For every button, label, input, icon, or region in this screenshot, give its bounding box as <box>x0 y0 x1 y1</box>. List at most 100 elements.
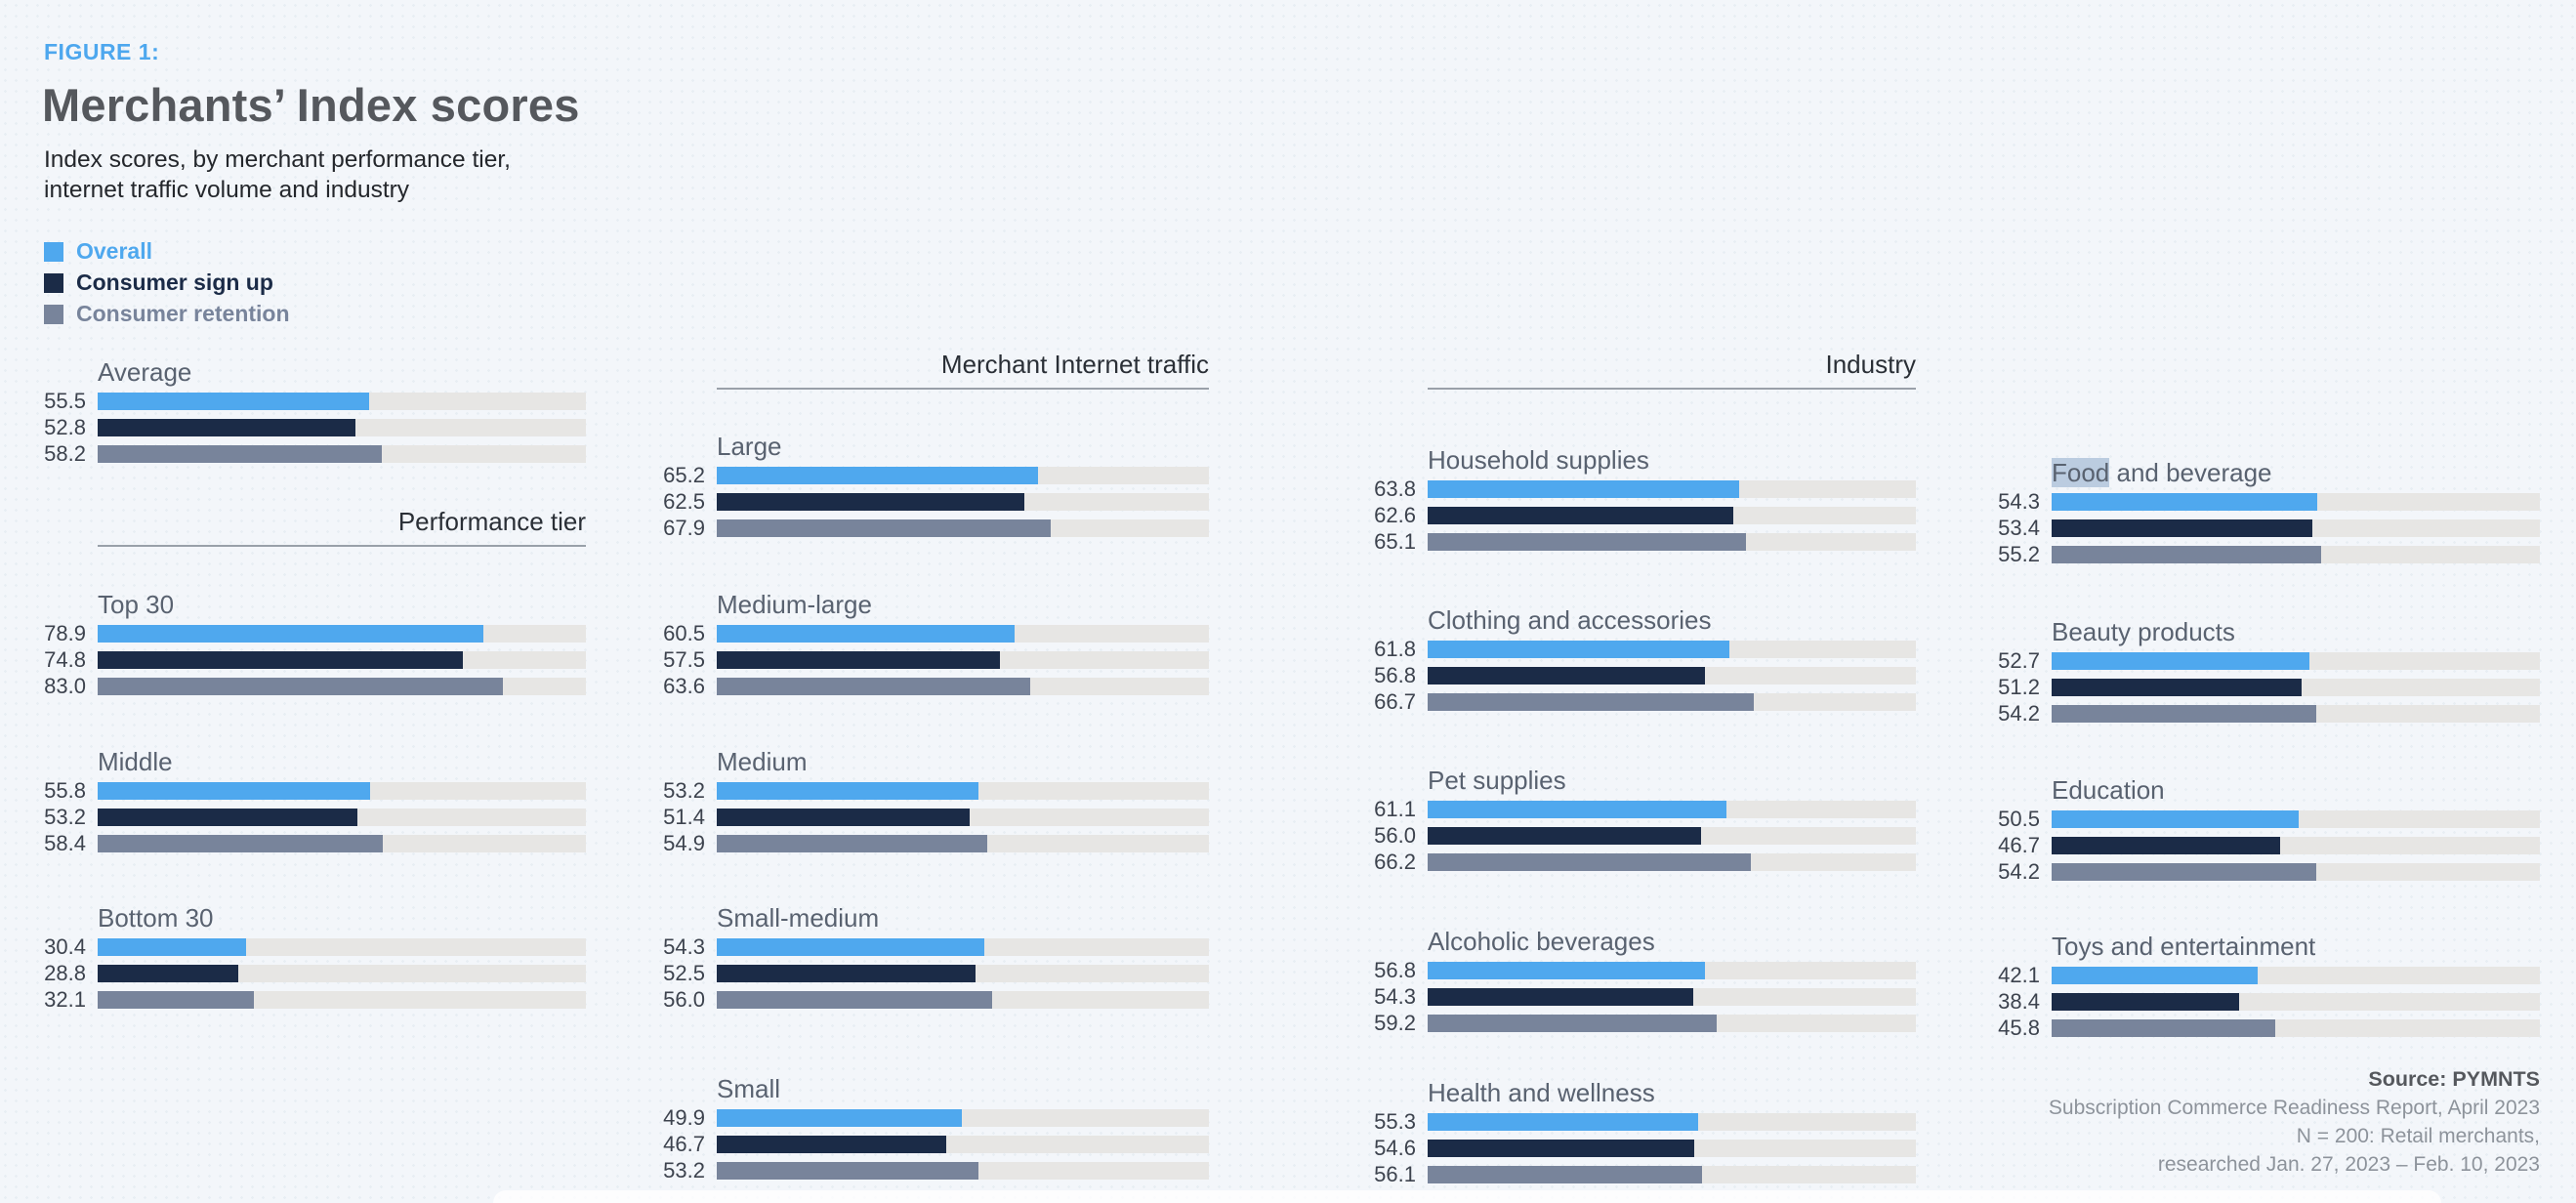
bar-track: 58.4 <box>44 833 586 854</box>
bar-track: 58.2 <box>44 443 586 465</box>
bar-track: 63.6 <box>663 676 1209 697</box>
section-health-and-wellness: Health and wellness 55.3 54.6 56.1 <box>1374 1078 1916 1192</box>
bar-value: 52.5 <box>663 961 705 985</box>
bar-fill-consumer-sign-up <box>98 965 238 982</box>
bar-value: 57.5 <box>663 647 705 672</box>
section-food-and-beverage: Food and beverage 54.3 53.4 55.2 <box>1998 458 2540 572</box>
bottom-card-edge <box>493 1190 2441 1203</box>
section-title: Food and beverage <box>2052 458 2272 487</box>
bar-track: 50.5 <box>1998 809 2540 830</box>
bar-value: 62.6 <box>1374 503 1416 527</box>
bar-fill-overall <box>98 393 369 410</box>
source-line: researched Jan. 27, 2023 – Feb. 10, 2023 <box>2157 1153 2540 1176</box>
bar-fill-overall <box>1428 480 1739 498</box>
bar-value: 32.1 <box>44 987 86 1012</box>
bar-fill-consumer-sign-up <box>1428 507 1733 524</box>
bar-track: 66.7 <box>1374 691 1916 713</box>
bar-value: 50.5 <box>1998 807 2040 831</box>
bar-fill-overall <box>717 625 1015 643</box>
bar-track: 54.3 <box>1998 491 2540 513</box>
bar-value: 30.4 <box>44 934 86 959</box>
bar-fill-overall <box>717 467 1038 484</box>
bar-track: 63.8 <box>1374 478 1916 500</box>
section-beauty-products: Beauty products 52.7 51.2 54.2 <box>1998 617 2540 731</box>
bar-track: 55.3 <box>1374 1111 1916 1133</box>
section-title: Medium <box>717 747 808 776</box>
chart-subtitle-line: Index scores, by merchant performance ti… <box>44 146 511 173</box>
source-line: Source: PYMNTS <box>2368 1067 2540 1091</box>
bar-track: 65.2 <box>663 465 1209 486</box>
bar-track: 55.2 <box>1998 544 2540 565</box>
bar-track: 53.2 <box>663 780 1209 802</box>
section-education: Education 50.5 46.7 54.2 <box>1998 775 2540 890</box>
bar-value: 53.2 <box>44 805 86 829</box>
bar-track: 56.8 <box>1374 960 1916 981</box>
section-medium: Medium 53.2 51.4 54.9 <box>663 747 1209 861</box>
bar-fill-consumer-retention <box>1428 853 1751 871</box>
bar-value: 54.3 <box>1998 489 2040 514</box>
bar-track: 45.8 <box>1998 1017 2540 1039</box>
bar-fill-consumer-retention <box>98 991 255 1009</box>
bar-track: 52.5 <box>663 963 1209 984</box>
bar-fill-consumer-sign-up <box>98 419 355 436</box>
bar-fill-consumer-retention <box>717 835 987 852</box>
bar-fill-consumer-retention <box>717 991 993 1009</box>
section-bottom-30: Bottom 30 30.4 28.8 32.1 <box>44 903 586 1017</box>
bar-value: 55.2 <box>1998 542 2040 566</box>
bar-fill-consumer-sign-up <box>717 809 971 826</box>
legend-item-overall: Overall <box>44 240 290 263</box>
legend-swatch <box>44 304 63 324</box>
bar-value: 54.3 <box>663 934 705 959</box>
section-title: Education <box>2052 775 2165 805</box>
page-title: Merchants’ Index scores <box>42 79 580 131</box>
bar-fill-consumer-retention <box>2052 705 2316 723</box>
legend-label: Consumer sign up <box>76 270 273 295</box>
bar-track: 49.9 <box>663 1107 1209 1129</box>
bar-track: 42.1 <box>1998 965 2540 986</box>
bar-track: 67.9 <box>663 518 1209 539</box>
bar-value: 53.4 <box>1998 516 2040 540</box>
section-title: Middle <box>98 747 173 776</box>
bar-value: 53.2 <box>663 1158 705 1182</box>
section-title: Small <box>717 1074 781 1103</box>
bar-fill-overall <box>1428 962 1705 979</box>
bar-value: 66.2 <box>1374 850 1416 874</box>
chart-subtitle-line: internet traffic volume and industry <box>44 177 410 203</box>
bar-track: 51.2 <box>1998 677 2540 698</box>
bar-value: 61.1 <box>1374 797 1416 821</box>
bar-fill-consumer-retention <box>98 445 382 463</box>
bar-value: 28.8 <box>44 961 86 985</box>
bar-fill-overall <box>98 938 246 956</box>
bar-fill-consumer-retention <box>98 678 503 695</box>
bar-fill-consumer-sign-up <box>1428 667 1705 684</box>
bar-track: 56.1 <box>1374 1164 1916 1185</box>
bar-fill-consumer-sign-up <box>717 493 1024 511</box>
bar-track: 56.0 <box>663 989 1209 1011</box>
legend-item-consumer-retention: Consumer retention <box>44 301 290 326</box>
section-title: Large <box>717 432 782 461</box>
bar-fill-overall <box>1428 1113 1698 1131</box>
bar-track: 54.6 <box>1374 1138 1916 1159</box>
bar-fill-consumer-retention <box>717 519 1052 537</box>
section-small-medium: Small-medium 54.3 52.5 56.0 <box>663 903 1209 1017</box>
bar-track: 53.2 <box>44 807 586 828</box>
bar-track: 46.7 <box>663 1134 1209 1155</box>
group-header-merchant-internet-traffic: Merchant Internet traffic <box>717 350 1209 390</box>
bar-value: 42.1 <box>1998 963 2040 987</box>
bar-fill-consumer-retention <box>2052 1019 2275 1037</box>
bar-track: 57.5 <box>663 649 1209 671</box>
section-title: Beauty products <box>2052 617 2235 646</box>
bar-track: 66.2 <box>1374 851 1916 873</box>
bar-value: 56.0 <box>663 987 705 1012</box>
legend-swatch <box>44 241 63 262</box>
bar-fill-overall <box>2052 493 2317 511</box>
bar-track: 60.5 <box>663 623 1209 644</box>
bar-value: 51.2 <box>1998 675 2040 699</box>
bar-fill-overall <box>98 625 483 643</box>
bar-value: 59.2 <box>1374 1011 1416 1035</box>
legend-label: Consumer retention <box>76 301 290 326</box>
section-small: Small 49.9 46.7 53.2 <box>663 1074 1209 1188</box>
bar-track: 65.1 <box>1374 531 1916 553</box>
source-line: Subscription Commerce Readiness Report, … <box>2048 1097 2540 1119</box>
section-title: Small-medium <box>717 903 880 933</box>
